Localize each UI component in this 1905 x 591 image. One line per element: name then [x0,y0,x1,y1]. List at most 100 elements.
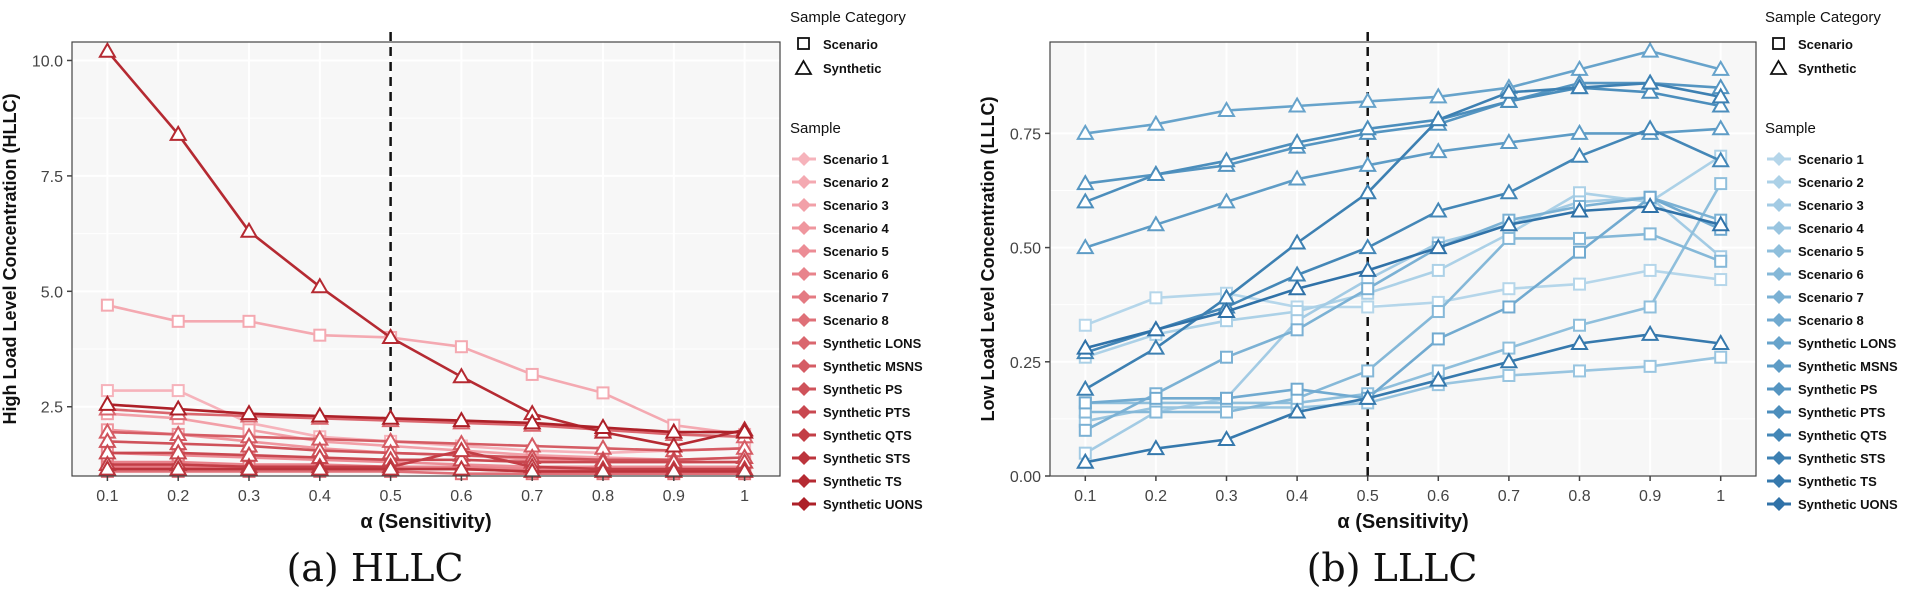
data-point [1358,260,1377,277]
data-point [1570,78,1589,95]
legend-label-scenario-7: Scenario 7 [823,290,889,305]
data-point [1078,396,1092,410]
data-point [1429,110,1448,127]
data-point [1358,155,1377,172]
series-line [1084,196,1722,455]
data-point [1076,174,1095,191]
data-point [1361,300,1375,314]
legend-square-icon [797,37,810,50]
legend-category-label: Scenario [1798,37,1853,52]
x-tick-label: 0.9 [663,488,685,505]
data-point [1711,87,1730,104]
x-tick-label: 0.2 [1145,488,1167,505]
data-point [1429,142,1448,159]
data-point [1076,452,1095,469]
y-tick-label: 0.25 [1010,355,1041,372]
legend-swatch-marker [1772,428,1786,442]
legend-label-scenario-7: Scenario 7 [1798,290,1864,305]
data-point [1499,183,1519,200]
series-line [1084,127,1721,249]
data-point [1076,238,1095,255]
data-point [452,441,471,458]
series-line [107,403,745,434]
plot-frame [1049,41,1757,477]
x-tick-label: 0.9 [1639,488,1661,505]
legend-label-synthetic-ps: Synthetic PS [823,382,903,397]
legend-label-synthetic-pts: Synthetic PTS [1798,405,1886,420]
series-line [1084,86,1721,204]
data-point [1570,146,1589,163]
data-point [1573,277,1586,291]
data-point [1499,215,1519,232]
data-point [1217,101,1236,118]
data-point [1711,215,1730,232]
data-point [1573,318,1586,332]
legend-sample-title: Sample [790,120,841,137]
legend-swatch-marker [1772,359,1786,373]
series-line [1084,205,1722,350]
legend-swatch-marker [797,405,811,419]
legend-label-scenario-5: Scenario 5 [823,244,889,259]
data-point [242,314,256,328]
data-point [1076,338,1095,355]
series-line [107,440,745,462]
legend-swatch-marker [797,451,811,465]
series-synthetic-uons [1076,196,1730,355]
legend-swatch-marker [1772,198,1786,212]
data-point [1499,82,1519,99]
data-point [1643,227,1657,241]
series-line [106,50,745,448]
legend-label-synthetic-uons: Synthetic UONS [823,497,923,512]
series-line [1084,81,1721,391]
data-point [1287,279,1307,296]
data-point [1217,302,1236,319]
y-axis-title: Low Load Level Concentration (LLLC) [978,97,998,422]
legend-swatch-marker [797,497,811,511]
legend-label-synthetic-ts: Synthetic TS [823,474,902,489]
data-point [1570,201,1589,218]
data-point [381,408,400,425]
data-point [452,459,471,476]
data-point [1217,151,1236,168]
data-point [452,411,471,428]
x-tick-label: 0.6 [450,488,472,505]
data-point [1499,91,1519,108]
data-point [1711,151,1730,168]
data-point [98,41,117,58]
data-point [1076,379,1095,396]
data-point [1287,169,1307,186]
data-point [1076,192,1095,209]
data-point [1714,177,1728,191]
data-point [1146,164,1166,181]
data-point [525,367,539,381]
legend-swatch-marker [797,382,811,396]
legend-swatch-marker [1772,267,1786,281]
legend-label-scenario-3: Scenario 3 [1798,198,1864,213]
data-point [313,328,327,342]
series-line [107,470,745,476]
data-point [1217,429,1236,446]
legend-swatch-marker [1772,497,1786,511]
data-point [381,459,400,476]
data-point [1076,123,1095,140]
data-point [1361,282,1375,296]
series-line [107,407,745,439]
x-tick-label: 0.5 [379,488,401,505]
series-line [1085,182,1722,405]
x-tick-label: 0.7 [521,488,543,505]
data-point [1502,300,1516,314]
x-tick-label: 1 [1716,488,1725,505]
legend-label-synthetic-msns: Synthetic MSNS [1798,359,1898,374]
data-point [1220,391,1233,405]
data-point [1711,96,1730,113]
x-tick-label: 0.1 [96,488,118,505]
legend-category-label: Scenario [823,37,878,52]
data-point [1502,282,1516,296]
data-point [1429,87,1448,104]
legend-label-scenario-2: Scenario 2 [823,175,889,190]
data-point [1502,341,1516,355]
data-point [1640,119,1660,136]
legend-label-scenario-4: Scenario 4 [1798,221,1865,236]
series-line [107,451,745,469]
x-tick-label: 0.4 [309,488,331,505]
